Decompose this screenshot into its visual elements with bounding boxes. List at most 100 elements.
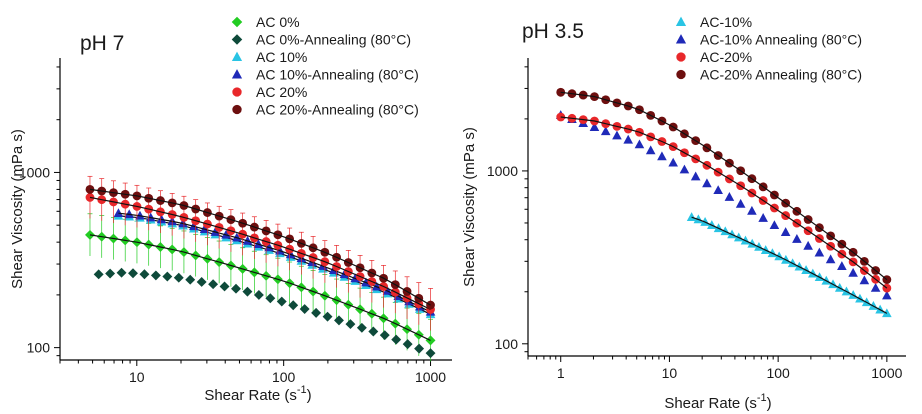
series-ac-10-annealing-80-c- [555, 110, 892, 300]
legend-entry: AC 0%-Annealing (80°C) [231, 32, 411, 48]
fit-line [691, 216, 888, 314]
data-point [414, 343, 425, 354]
legend-label: AC-20% Annealing (80°C) [700, 67, 862, 83]
data-point [758, 213, 768, 222]
data-point [345, 319, 356, 330]
series-ac-0-annealing-80-c- [93, 267, 436, 359]
data-point [391, 334, 402, 345]
legend-marker [676, 69, 686, 80]
data-point [425, 335, 436, 346]
x-axis-title-main: Shear Rate (s [664, 395, 757, 412]
legend-label: AC-20% [700, 49, 752, 65]
legend-label: AC-10% Annealing (80°C) [700, 32, 862, 48]
legend-entry: AC 10%-Annealing (80°C) [231, 67, 419, 83]
data-point [612, 130, 622, 140]
data-point [124, 209, 135, 219]
data-point [679, 164, 690, 174]
data-point [299, 304, 310, 315]
chart-panel-2: 1 10 100 1000 100 1000 Shear Rate (s-1) Shear V… [461, 14, 906, 412]
data-point [668, 157, 678, 167]
legend-label: AC-10% [700, 14, 752, 30]
legend-label: AC 20%-Annealing (80°C) [256, 102, 419, 118]
x-axis-title: Shear Rate (s-1) [664, 392, 771, 412]
data-point [702, 178, 712, 188]
data-point [93, 269, 104, 280]
y-tick-label: 100 [27, 340, 51, 356]
data-point [747, 205, 757, 215]
panel-title: pH 3.5 [522, 20, 584, 43]
data-point [116, 267, 127, 278]
data-point [368, 326, 379, 337]
x-tick-label: 1000 [871, 365, 902, 381]
data-point [803, 240, 813, 250]
series-ac-10- [113, 210, 436, 319]
fit-line [89, 196, 431, 311]
data-point [219, 281, 230, 292]
data-point [139, 269, 150, 280]
data-point [85, 185, 95, 194]
data-point [425, 348, 436, 359]
data-point [780, 227, 791, 236]
legend-marker [675, 16, 687, 27]
data-point [185, 274, 196, 285]
legend-marker [676, 52, 686, 62]
x-tick-label: 1 [557, 365, 565, 381]
data-point [792, 234, 802, 243]
data-point [356, 322, 367, 333]
data-point [199, 224, 210, 233]
legend-marker [231, 16, 243, 28]
legend-entry: AC 20%-Annealing (80°C) [232, 102, 419, 118]
legend-label: AC 0% [256, 14, 300, 30]
data-point [634, 139, 645, 149]
data-point [242, 286, 253, 297]
series-ac-20- [85, 175, 435, 331]
data-point [657, 151, 667, 161]
data-point [253, 290, 264, 300]
series-ac-20- [556, 112, 892, 293]
data-point [113, 208, 124, 218]
legend-marker [231, 51, 243, 62]
data-point [288, 300, 299, 311]
data-point [690, 171, 701, 181]
x-axis-title-close: ) [767, 395, 772, 412]
legend-label: AC 10% [256, 49, 307, 65]
legend-marker [675, 34, 687, 44]
y-axis-title: Shear Viscosity (mPa s) [9, 129, 26, 289]
series-ac-0- [85, 213, 436, 362]
data-point [85, 193, 95, 202]
x-axis-title-main: Shear Rate (s [204, 387, 297, 404]
x-tick-label: 1000 [415, 369, 446, 385]
data-point [379, 330, 390, 341]
legend-entry: AC 10% [231, 49, 307, 65]
chart-panel-1: 10 100 1000 100 1000 Shear Rate (s-1) Shear Vi… [9, 14, 452, 404]
x-tick-label: 100 [766, 365, 790, 381]
data-point [253, 239, 264, 248]
y-axis-title: Shear Viscosity (mPa s) [461, 127, 478, 287]
fit-line [560, 91, 888, 281]
x-tick-label: 10 [129, 369, 145, 385]
y-tick-label: 1000 [19, 164, 50, 180]
legend-entry: AC-10% [675, 14, 752, 30]
data-point [162, 271, 173, 282]
fit-line [89, 188, 431, 306]
data-point [769, 220, 780, 230]
legend-label: AC 20% [256, 84, 307, 100]
legend-marker [232, 104, 242, 115]
x-tick-label: 100 [272, 369, 296, 385]
series-ac-20-annealing-80-c- [85, 185, 435, 310]
series-ac-20-annealing-80-c- [556, 87, 892, 285]
data-point [686, 212, 697, 221]
x-tick-label: 10 [662, 365, 678, 381]
data-point [264, 242, 274, 252]
data-point [645, 145, 656, 155]
data-point [231, 283, 241, 294]
panel-title: pH 7 [80, 32, 124, 55]
legend-entry: AC 0% [231, 14, 300, 30]
data-point [713, 185, 723, 195]
data-point [322, 311, 333, 322]
legend-entry: AC-10% Annealing (80°C) [675, 32, 862, 48]
data-point [105, 268, 116, 279]
data-point [882, 290, 892, 300]
data-point [402, 339, 413, 350]
